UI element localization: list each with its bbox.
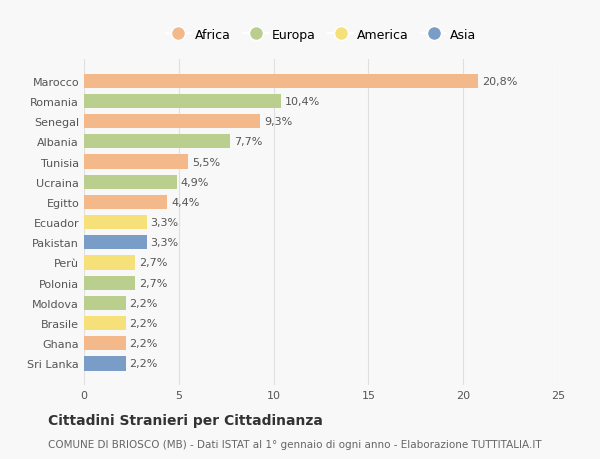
Text: 4,4%: 4,4% bbox=[171, 197, 200, 207]
Bar bbox=[84, 336, 126, 351]
Bar bbox=[84, 256, 135, 270]
Text: Cittadini Stranieri per Cittadinanza: Cittadini Stranieri per Cittadinanza bbox=[48, 414, 323, 428]
Bar bbox=[84, 115, 260, 129]
Text: 2,2%: 2,2% bbox=[130, 339, 158, 348]
Text: 2,2%: 2,2% bbox=[130, 298, 158, 308]
Text: 3,3%: 3,3% bbox=[151, 238, 178, 248]
Text: 2,7%: 2,7% bbox=[139, 278, 167, 288]
Bar bbox=[84, 236, 146, 250]
Bar bbox=[84, 135, 230, 149]
Text: 5,5%: 5,5% bbox=[192, 157, 220, 167]
Bar bbox=[84, 276, 135, 290]
Bar bbox=[84, 74, 478, 89]
Text: COMUNE DI BRIOSCO (MB) - Dati ISTAT al 1° gennaio di ogni anno - Elaborazione TU: COMUNE DI BRIOSCO (MB) - Dati ISTAT al 1… bbox=[48, 440, 542, 449]
Text: 2,7%: 2,7% bbox=[139, 258, 167, 268]
Text: 4,9%: 4,9% bbox=[181, 177, 209, 187]
Bar bbox=[84, 357, 126, 371]
Bar bbox=[84, 316, 126, 330]
Text: 3,3%: 3,3% bbox=[151, 218, 178, 228]
Text: 2,2%: 2,2% bbox=[130, 358, 158, 369]
Bar bbox=[84, 196, 167, 209]
Bar bbox=[84, 296, 126, 310]
Bar bbox=[84, 95, 281, 109]
Text: 20,8%: 20,8% bbox=[482, 77, 518, 87]
Text: 7,7%: 7,7% bbox=[234, 137, 262, 147]
Text: 9,3%: 9,3% bbox=[264, 117, 292, 127]
Legend: Africa, Europa, America, Asia: Africa, Europa, America, Asia bbox=[161, 23, 481, 46]
Text: 2,2%: 2,2% bbox=[130, 319, 158, 328]
Bar bbox=[84, 216, 146, 230]
Text: 10,4%: 10,4% bbox=[285, 97, 320, 106]
Bar bbox=[84, 155, 188, 169]
Bar bbox=[84, 175, 177, 190]
